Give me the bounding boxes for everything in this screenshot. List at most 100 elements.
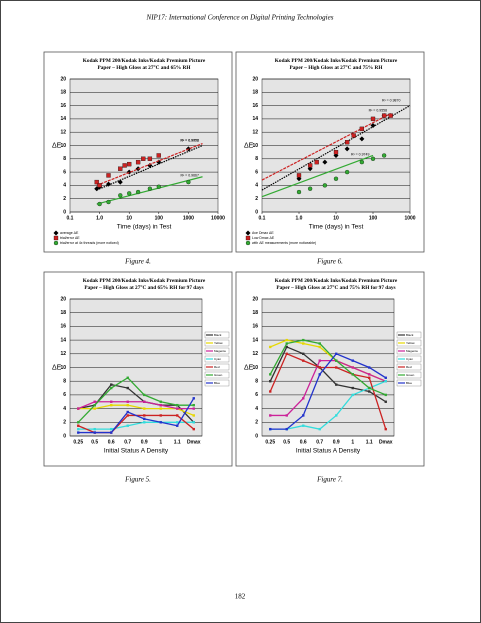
point bbox=[351, 366, 354, 369]
x-tick-label: 1000 bbox=[183, 215, 194, 221]
legend-box bbox=[204, 355, 230, 363]
marker bbox=[370, 116, 376, 122]
point bbox=[143, 417, 146, 421]
marker bbox=[322, 183, 328, 188]
point bbox=[351, 359, 354, 362]
legend-box bbox=[204, 379, 230, 387]
legend-box bbox=[204, 339, 230, 347]
legend-box bbox=[396, 371, 422, 379]
point bbox=[176, 424, 179, 427]
marker bbox=[245, 240, 251, 246]
y-tick-label: 0 bbox=[255, 209, 258, 215]
chart-title: Kodak PPM 200/Kodak Inks/Kodak Premium P… bbox=[83, 58, 206, 64]
trend-line bbox=[96, 144, 203, 191]
point bbox=[192, 414, 195, 417]
marker bbox=[307, 186, 313, 191]
point bbox=[77, 407, 80, 410]
x-tick-label: 0.7 bbox=[316, 439, 323, 445]
chart-title: Paper – High Gloss at 27°C and 65% RH fo… bbox=[84, 284, 203, 291]
marker bbox=[388, 113, 393, 118]
point bbox=[143, 393, 146, 397]
legend-label: Green bbox=[406, 373, 415, 377]
legend-label: Yellow bbox=[406, 341, 415, 345]
point bbox=[176, 407, 179, 410]
y-tick-label: 18 bbox=[60, 310, 66, 316]
point bbox=[126, 376, 129, 379]
marker bbox=[156, 153, 161, 158]
y-tick-label: 12 bbox=[252, 351, 258, 357]
x-tick-label: 0.9 bbox=[141, 439, 148, 445]
figure-caption: Figure 7. bbox=[316, 476, 343, 484]
y-tick-label: 14 bbox=[60, 337, 66, 343]
marker bbox=[381, 113, 387, 118]
series-line bbox=[269, 352, 387, 430]
y-tick-label: 20 bbox=[60, 296, 66, 302]
point bbox=[285, 352, 288, 355]
legend-label: Black bbox=[406, 333, 414, 337]
point bbox=[93, 431, 96, 434]
y-tick-label: 12 bbox=[252, 130, 258, 136]
point bbox=[384, 380, 387, 383]
marker bbox=[333, 149, 339, 155]
y-tick-label: 8 bbox=[63, 156, 66, 162]
point bbox=[302, 397, 305, 400]
y-tick-label: 16 bbox=[60, 324, 66, 330]
marker bbox=[97, 201, 102, 207]
point bbox=[269, 427, 272, 431]
point bbox=[93, 403, 96, 407]
point bbox=[318, 427, 321, 431]
legend-label: Blue bbox=[214, 381, 220, 385]
point bbox=[269, 414, 272, 417]
legend-box bbox=[396, 339, 422, 347]
point bbox=[192, 421, 195, 424]
point bbox=[285, 345, 288, 349]
y-tick-label: 4 bbox=[255, 406, 258, 412]
point bbox=[192, 403, 195, 407]
point bbox=[302, 424, 305, 427]
legend-box bbox=[396, 379, 422, 387]
point bbox=[384, 393, 387, 397]
legend-label: with ΔE measurements (more noticeable) bbox=[252, 241, 316, 245]
y-tick-label: 10 bbox=[60, 365, 66, 371]
series-line bbox=[77, 376, 194, 423]
point bbox=[335, 359, 338, 362]
y-tick-label: 14 bbox=[60, 116, 66, 122]
series-line bbox=[270, 353, 387, 430]
x-tick-label: 0.7 bbox=[124, 439, 131, 445]
legend-label: Red bbox=[406, 365, 412, 369]
y-tick-label: 0 bbox=[63, 433, 66, 439]
y-axis-label: ΔE bbox=[52, 364, 62, 371]
x-axis-label: Time (days) in Test bbox=[309, 224, 364, 231]
x-tick-label: Dmax bbox=[187, 439, 201, 445]
point bbox=[77, 431, 80, 434]
point bbox=[384, 400, 387, 403]
point bbox=[110, 431, 113, 434]
point bbox=[77, 421, 80, 424]
marker bbox=[106, 173, 111, 178]
marker bbox=[53, 240, 59, 246]
point bbox=[368, 376, 371, 379]
point bbox=[159, 403, 162, 407]
marker bbox=[53, 230, 59, 236]
legend-label: Ave Dmax ΔE bbox=[252, 231, 274, 235]
legend-box bbox=[204, 371, 230, 379]
x-axis-label: Time (days) in Test bbox=[117, 224, 172, 231]
marker bbox=[156, 184, 161, 189]
x-axis-label: Initial Status A Density bbox=[104, 448, 169, 455]
marker bbox=[381, 153, 387, 158]
point bbox=[335, 383, 338, 386]
r-squared-label: R² = 0.9870 bbox=[382, 99, 400, 103]
y-axis-label: ΔE bbox=[52, 142, 62, 149]
chart-title: Paper – High Gloss at 27°C and 75% RH bbox=[290, 64, 384, 71]
legend-box bbox=[396, 347, 422, 355]
point bbox=[351, 393, 354, 397]
y-tick-label: 18 bbox=[252, 310, 258, 316]
y-axis-label: ΔE bbox=[244, 142, 254, 149]
point bbox=[368, 390, 371, 393]
point bbox=[110, 386, 113, 390]
marker bbox=[53, 235, 59, 241]
legend-label: Red bbox=[214, 365, 220, 369]
page-number: 182 bbox=[235, 593, 246, 601]
y-tick-label: 16 bbox=[252, 103, 258, 109]
y-tick-label: 18 bbox=[252, 90, 258, 96]
